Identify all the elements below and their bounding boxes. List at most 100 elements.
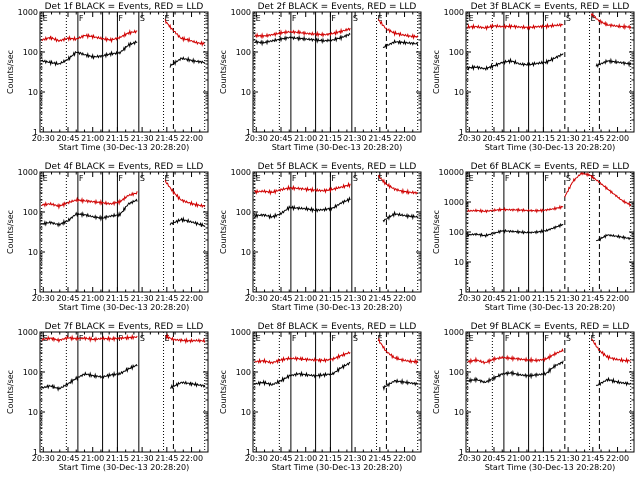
panel-title: Det 8f BLACK = Events, RED = LLD [258,322,417,332]
x-axis-label: Start Time (30-Dec-13 20:28:20) [485,463,616,472]
x-axis-label: Start Time (30-Dec-13 20:28:20) [272,143,403,152]
y-tick-label: 100 [449,228,464,237]
x-axis-label: Start Time (30-Dec-13 20:28:20) [272,463,403,472]
events-series-line [382,210,419,223]
detector-panel-9: Det 9f BLACK = Events, RED = LLD 1 10 100 10… [432,322,635,472]
x-tick-label: 21:15 [106,454,129,463]
lld-series-line [377,18,419,41]
y-tick-label: 1000 [18,328,38,337]
panel-title: Det 2f BLACK = Events, RED = LLD [258,2,417,12]
x-tick-label: 21:45 [368,134,391,143]
x-tick-label: 20:30 [32,134,55,143]
event-marker-label: F [505,334,510,343]
x-tick-label: 21:30 [344,454,367,463]
event-marker-label: S [140,334,145,343]
plot-frame [39,331,209,453]
x-tick-label: 21:15 [319,294,342,303]
plot-frame [39,11,209,133]
lld-series-line [164,19,205,48]
event-marker-label: E [43,14,48,23]
event-marker-label: F [544,174,549,183]
events-series-line [169,56,205,68]
y-tick-label: 100 [236,208,251,217]
x-tick-label: 20:45 [269,294,292,303]
event-marker-label: E [165,14,170,23]
x-tick-label: 21:45 [581,294,604,303]
events-series-line [41,40,138,67]
lld-series-line [564,171,632,208]
x-tick-label: 21:15 [106,294,129,303]
event-marker-label: F [331,14,336,23]
x-tick-label: 21:00 [507,294,530,303]
y-axis-label: Counts/sec [219,370,228,414]
lld-series-line [41,28,138,44]
event-marker-label: F [505,174,510,183]
y-tick-label: 1 [246,448,251,457]
event-marker-label: F [118,14,123,23]
x-tick-label: 21:45 [581,134,604,143]
event-marker-label: F [79,174,84,183]
detector-panel-6: Det 6f BLACK = Events, RED = LLD 1 10 100 10… [432,162,635,312]
lld-series-line [165,333,206,345]
y-tick-label: 1 [459,288,464,297]
event-marker-label: S [353,334,358,343]
event-marker-label: F [292,334,297,343]
lld-series-line [467,22,564,32]
event-marker-label: E [378,14,383,23]
event-marker-label: F [331,174,336,183]
detector-panel-7: Det 7f BLACK = Events, RED = LLD 1 10 100 10… [6,322,209,472]
events-series-line [595,57,632,69]
events-series-line [41,198,138,228]
x-tick-label: 20:45 [269,134,292,143]
event-marker-label: E [469,14,474,23]
x-tick-label: 21:00 [507,134,530,143]
plot-frame [465,11,635,133]
panel-title: Det 9f BLACK = Events, RED = LLD [471,322,630,332]
event-marker-label: E [256,14,261,23]
events-series-line [382,39,419,50]
event-marker-label: E [591,334,596,343]
x-tick-label: 20:45 [482,454,505,463]
event-marker-label: S [566,14,571,23]
event-marker-label: E [591,14,596,23]
x-tick-label: 21:00 [507,454,530,463]
event-marker-label: F [505,14,510,23]
event-marker-label: F [292,174,297,183]
x-tick-label: 21:45 [581,454,604,463]
y-tick-label: 10 [241,248,251,257]
y-tick-label: 1 [459,448,464,457]
x-tick-label: 21:15 [532,294,555,303]
plot-frame [252,171,422,293]
x-tick-label: 21:30 [131,294,154,303]
x-tick-label: 21:30 [131,454,154,463]
y-axis-label: Counts/sec [6,210,15,254]
x-tick-label: 22:00 [606,134,629,143]
y-tick-label: 1 [246,288,251,297]
y-axis-label: Counts/sec [6,370,15,414]
x-tick-label: 21:00 [294,454,317,463]
event-marker-label: S [140,174,145,183]
x-tick-label: 20:30 [458,294,481,303]
event-marker-label: S [353,174,358,183]
y-tick-label: 1000 [444,328,464,337]
x-tick-label: 21:15 [532,134,555,143]
event-marker-label: E [469,174,474,183]
y-tick-label: 1000 [18,8,38,17]
event-marker-label: F [79,14,84,23]
y-axis-label: Counts/sec [432,210,441,254]
lld-series-line [254,351,351,365]
plot-frame [39,171,209,293]
x-tick-label: 21:15 [319,454,342,463]
x-tick-label: 20:30 [458,134,481,143]
x-tick-label: 21:00 [81,454,104,463]
y-axis-label: Counts/sec [6,50,15,94]
events-series-line [467,360,564,384]
events-series-line [254,361,351,387]
x-tick-label: 20:30 [32,454,55,463]
detector-panel-8: Det 8f BLACK = Events, RED = LLD 1 10 100 10… [219,322,422,472]
x-axis-label: Start Time (30-Dec-13 20:28:20) [59,143,190,152]
events-series-line [254,32,351,47]
detector-panel-4: Det 4f BLACK = Events, RED = LLD 1 10 100 10… [6,162,209,312]
x-tick-label: 22:00 [606,294,629,303]
y-tick-label: 1 [459,128,464,137]
